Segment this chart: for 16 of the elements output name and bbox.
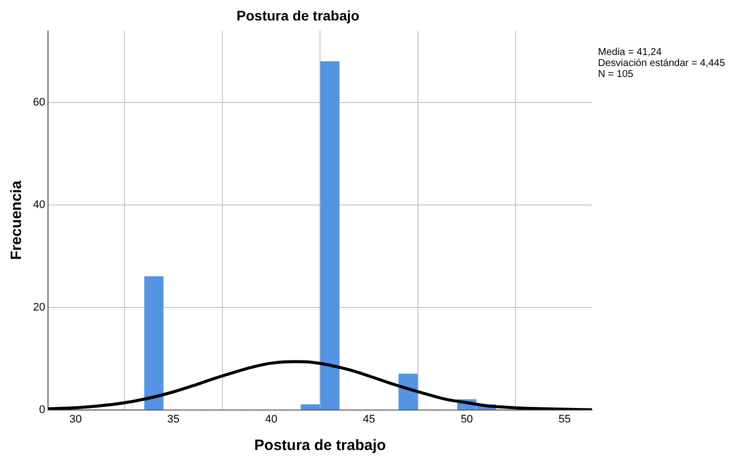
text: Media = 41,24 bbox=[598, 47, 663, 58]
text: Desviación estándar = 4,445 bbox=[598, 58, 726, 69]
chart-title: Postura de trabajo bbox=[236, 7, 360, 24]
y-tick-label: 20 bbox=[32, 301, 46, 314]
x-tick-label: 40 bbox=[265, 413, 278, 426]
x-tick-label: 45 bbox=[362, 413, 376, 426]
x-tick-label: 35 bbox=[167, 413, 180, 426]
x-tick-label: 30 bbox=[69, 413, 82, 426]
y-tick-label: 60 bbox=[32, 96, 46, 109]
x-tick-label: 50 bbox=[460, 413, 473, 426]
y-axis-title: Frecuencia bbox=[8, 180, 26, 260]
text: N = 105 bbox=[598, 69, 634, 80]
y-tick-label: 0 bbox=[39, 404, 46, 416]
x-tick-label: 55 bbox=[558, 413, 571, 426]
x-axis-title: Postura de trabajo bbox=[254, 437, 386, 454]
y-tick-label: 40 bbox=[32, 198, 46, 211]
